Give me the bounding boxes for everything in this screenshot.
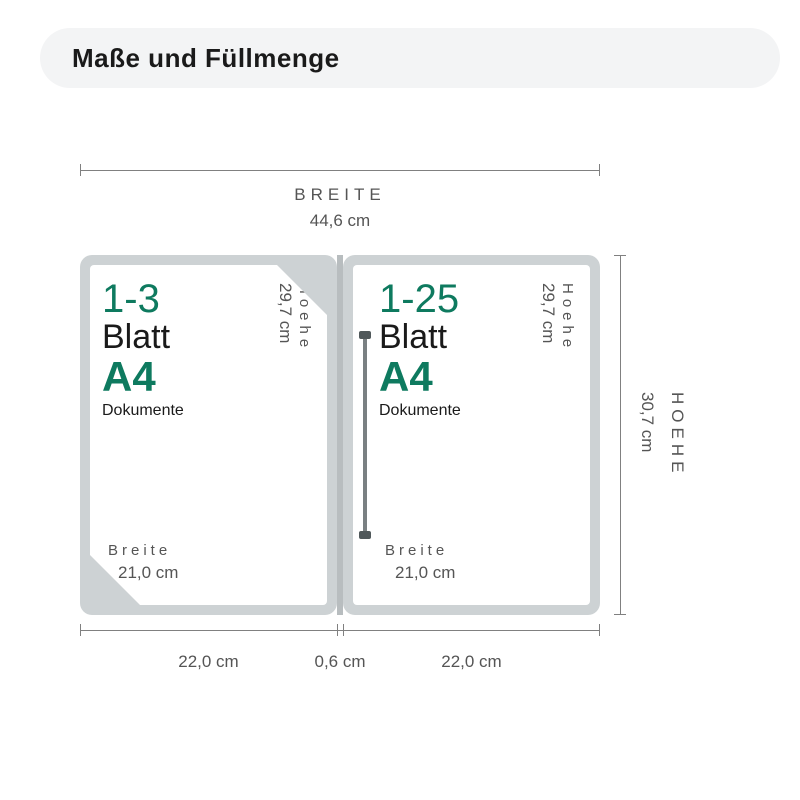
left-inner-height-value: 29,7 cm: [275, 283, 295, 587]
left-cover: 1-3 Blatt A4 Dokumente 29,7 cm Hoehe Bre…: [80, 255, 337, 615]
right-inner-height: 29,7 cm Hoehe: [538, 283, 576, 587]
right-cover-width: 22,0 cm: [343, 652, 600, 672]
dim-tick: [599, 624, 600, 636]
right-page: 1-25 Blatt A4 Dokumente 29,7 cm Hoehe Br…: [353, 265, 590, 605]
left-inner-height-label: Hoehe: [296, 283, 313, 587]
left-page: 1-3 Blatt A4 Dokumente 29,7 cm Hoehe Bre…: [90, 265, 327, 605]
right-inner-width-value: 21,0 cm: [395, 563, 455, 583]
page-title: Maße und Füllmenge: [72, 43, 340, 74]
binder-clip-icon: [359, 335, 371, 535]
dim-tick: [337, 624, 338, 636]
height-value: 30,7 cm: [637, 392, 657, 477]
corner-pocket-top-icon: [277, 265, 327, 315]
right-inner-width-label: Breite: [385, 542, 448, 559]
title-bar: Maße und Füllmenge: [40, 28, 780, 88]
overall-height-indicator: 30,7 cm HOEHE: [620, 255, 740, 615]
bottom-segment-indicator: 22,0 cm 0,6 cm 22,0 cm: [80, 630, 600, 710]
overall-width-indicator: BREITE 44,6 cm: [80, 170, 600, 231]
right-inner-height-value: 29,7 cm: [538, 283, 558, 587]
left-cover-width: 22,0 cm: [80, 652, 337, 672]
corner-pocket-bottom-icon: [90, 555, 140, 605]
dim-tick: [343, 624, 344, 636]
dim-tick: [80, 624, 81, 636]
dimension-diagram: BREITE 44,6 cm 1-3 Blatt A4 Dokumente 29…: [80, 170, 720, 730]
dim-line: [80, 170, 600, 171]
width-value: 44,6 cm: [80, 211, 600, 231]
dim-line: [620, 255, 621, 615]
right-cover: 1-25 Blatt A4 Dokumente 29,7 cm Hoehe Br…: [343, 255, 600, 615]
dim-line: [80, 630, 600, 631]
width-label: BREITE: [80, 185, 600, 205]
left-inner-height: 29,7 cm Hoehe: [275, 283, 313, 587]
right-inner-height-label: Hoehe: [559, 283, 576, 587]
height-label: HOEHE: [667, 392, 687, 477]
folder-illustration: 1-3 Blatt A4 Dokumente 29,7 cm Hoehe Bre…: [80, 255, 600, 615]
